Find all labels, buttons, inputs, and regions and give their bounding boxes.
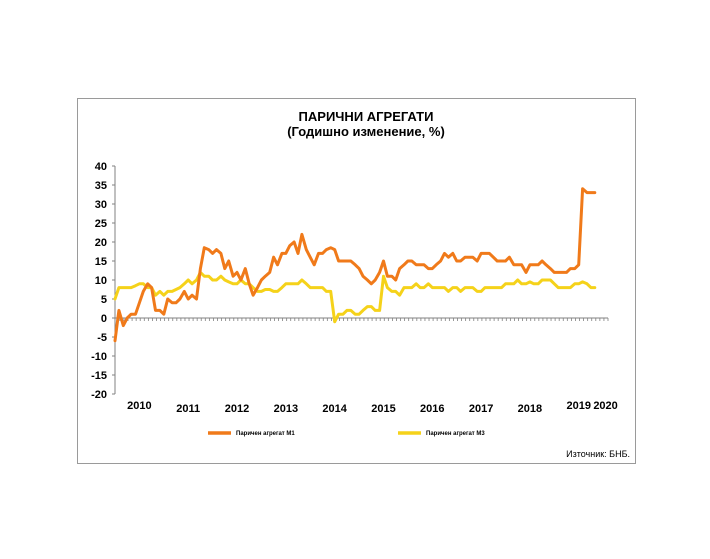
line-chart: ПАРИЧНИ АГРЕГАТИ (Годишно изменение, %) …	[91, 109, 630, 459]
legend-label-m3: Паричен агрегат М3	[426, 431, 485, 437]
chart-title: ПАРИЧНИ АГРЕГАТИ	[299, 109, 434, 124]
y-tick-label: 20	[95, 237, 107, 249]
y-tick-label: -5	[97, 332, 107, 344]
x-tick-label: 2020	[593, 400, 617, 412]
y-axis-ticks: 40 35 30 25 20 15 10 5 0 -5 -10 -15 -20	[91, 161, 115, 401]
x-tick-label: 2019	[566, 400, 590, 412]
x-minor-ticks	[119, 318, 609, 321]
y-tick-label: 0	[101, 313, 107, 325]
y-tick-label: -15	[91, 370, 107, 382]
legend: Паричен агрегат М1 Паричен агрегат М3	[208, 431, 485, 437]
x-tick-label: 2012	[225, 403, 249, 415]
y-tick-label: 35	[95, 180, 107, 192]
y-tick-label: 25	[95, 218, 107, 230]
y-tick-label: 30	[95, 199, 107, 211]
chart-frame: ПАРИЧНИ АГРЕГАТИ (Годишно изменение, %) …	[77, 98, 636, 464]
series-line-m3	[113, 270, 597, 324]
y-tick-label: -10	[91, 351, 107, 363]
y-tick-label: 5	[101, 294, 107, 306]
y-tick-label: 10	[95, 275, 107, 287]
legend-label-m1: Паричен агрегат М1	[236, 431, 295, 437]
chart-subtitle: (Годишно изменение, %)	[287, 124, 445, 139]
x-tick-label: 2013	[274, 403, 298, 415]
x-tick-label: 2016	[420, 403, 444, 415]
x-tick-label: 2018	[518, 403, 542, 415]
series-line-m1	[113, 187, 597, 343]
y-tick-label: 40	[95, 161, 107, 173]
x-tick-label: 2010	[127, 400, 151, 412]
source-note: Източник: БНБ.	[566, 449, 630, 459]
x-tick-label: 2014	[322, 403, 347, 415]
x-axis-ticks: 2010 2011 2012 2013 2014 2015 2016 2017 2018 2019…	[127, 400, 618, 415]
y-tick-label: 15	[95, 256, 107, 268]
x-tick-label: 2015	[371, 403, 395, 415]
series-layer	[113, 187, 597, 343]
x-tick-label: 2017	[469, 403, 493, 415]
y-tick-label: -20	[91, 389, 107, 401]
x-tick-label: 2011	[176, 403, 200, 415]
